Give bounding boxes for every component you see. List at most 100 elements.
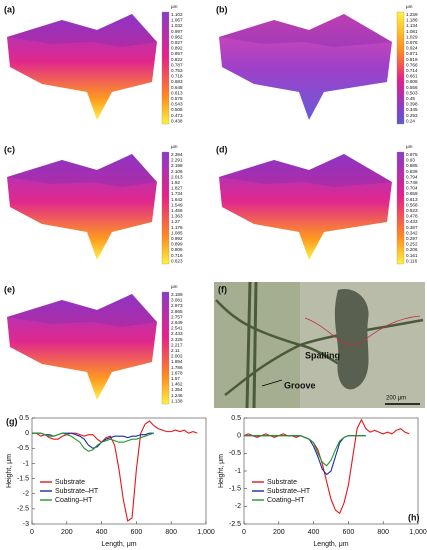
y-tick-label: -2 [23, 491, 29, 498]
annotation: Spalling [305, 350, 340, 360]
colorbar-unit: µm [171, 284, 178, 289]
colorbar-label: 0.806 [171, 247, 183, 252]
colorbar-label: 2.541 [171, 326, 183, 331]
colorbar-unit: µm [171, 4, 178, 9]
colorbar [161, 151, 170, 265]
colorbar-label: 0.871 [406, 51, 418, 56]
colorbar-label: 2.013 [171, 174, 183, 179]
surface [219, 14, 392, 120]
colorbar-label: 0.556 [406, 85, 418, 90]
surface-shade [7, 14, 157, 47]
colorbar-label: 1.029 [406, 34, 418, 39]
colorbar-label: 2.325 [171, 337, 183, 342]
colorbar-label: 1.134 [406, 23, 418, 28]
colorbar-label: 0.608 [406, 79, 418, 84]
colorbar-unit: µm [171, 144, 178, 149]
colorbar-label: 0.857 [171, 51, 183, 56]
colorbar-label: 2.973 [171, 303, 183, 308]
y-tick-label: -0.5 [17, 445, 29, 452]
colorbar-label: 0.899 [171, 242, 183, 247]
colorbar-label: 2.384 [171, 152, 183, 157]
x-tick-label: 0 [30, 529, 34, 536]
colorbar-label: 0.297 [406, 236, 418, 241]
colorbar-label: 0.819 [406, 57, 418, 62]
legend-label: Substrate–HT [267, 488, 311, 495]
legend-label: Substrate [267, 479, 297, 486]
y-tick-label: -0.5 [229, 450, 241, 457]
colorbar-label: 0.975 [406, 152, 418, 157]
x-tick-label: 0 [242, 529, 246, 536]
y-axis-label: Height, μm [218, 454, 225, 488]
colorbar-label: 0.613 [406, 197, 418, 202]
colorbar-label: 1.138 [171, 398, 183, 403]
colorbar-label: 0.714 [406, 68, 418, 73]
y-tick-label: 0.5 [19, 415, 29, 422]
colorbar-label: 0.568 [406, 202, 418, 207]
x-tick-label: 800 [377, 529, 389, 536]
colorbar-label: 0.161 [406, 253, 418, 258]
panel-label: (c) [4, 144, 15, 154]
colorbar-label: 0.962 [171, 34, 183, 39]
colorbar-label: 1.354 [171, 387, 183, 392]
colorbar-label: 0.345 [406, 107, 418, 112]
colorbar-label: 2.198 [171, 163, 183, 168]
colorbar-label: 0.613 [171, 90, 183, 95]
colorbar-label: 0.342 [406, 230, 418, 235]
surface [7, 14, 157, 120]
series-line [244, 435, 366, 476]
colorbar-label: 1.081 [406, 29, 418, 34]
colorbar-label: 0.116 [406, 258, 418, 263]
colorbar-label: 0.543 [171, 102, 183, 107]
colorbar-label: 1.642 [171, 197, 183, 202]
legend-label: Substrate [55, 479, 85, 486]
colorbar-label: 1.549 [171, 202, 183, 207]
y-tick-label: -1 [235, 468, 241, 475]
colorbar-label: 0.661 [406, 74, 418, 79]
colorbar-label: 1.186 [406, 18, 418, 23]
y-tick-label: 0.5 [231, 415, 241, 422]
colorbar-label: 0.503 [406, 90, 418, 95]
x-axis-label: Length, μm [313, 541, 348, 548]
y-tick-label: -3 [23, 521, 29, 528]
colorbar-label: 0.398 [406, 102, 418, 107]
y-tick-label: -1.5 [229, 486, 241, 493]
colorbar-label: 1.786 [171, 365, 183, 370]
legend-label: Substrate–HT [55, 488, 99, 495]
x-tick-label: 1,000 [409, 529, 427, 536]
colorbar-label: 1.178 [171, 225, 183, 230]
colorbar-label: 1.363 [171, 214, 183, 219]
colorbar-label: 0.24 [406, 118, 415, 123]
surface [219, 154, 392, 260]
colorbar-unit: µm [406, 4, 413, 9]
colorbar-label: 0.766 [406, 62, 418, 67]
colorbar-label: 0.293 [406, 113, 418, 118]
y-tick-label: -2.5 [229, 521, 241, 528]
y-tick-label: -2 [235, 503, 241, 510]
colorbar-label: 0.478 [406, 214, 418, 219]
colorbar-label: 3.189 [171, 292, 183, 297]
colorbar-label: 2.002 [171, 354, 183, 359]
colorbar-label: 0.753 [171, 68, 183, 73]
colorbar-label: 0.473 [171, 113, 183, 118]
colorbar [161, 11, 170, 125]
colorbar-label: 1.067 [171, 18, 183, 23]
panel-label: (f) [218, 284, 227, 294]
colorbar-label: 2.865 [171, 309, 183, 314]
colorbar-label: 0.716 [171, 253, 183, 258]
colorbar-label: 1.032 [171, 23, 183, 28]
colorbar-label: 1.92 [171, 180, 180, 185]
colorbar-label: 2.106 [171, 169, 183, 174]
colorbar-label: 3.081 [171, 298, 183, 303]
y-tick-label: -2.5 [17, 506, 29, 513]
colorbar-label: 0.794 [406, 174, 418, 179]
colorbar-unit: µm [406, 144, 413, 149]
colorbar-label: 0.252 [406, 242, 418, 247]
colorbar-label: 0.976 [406, 40, 418, 45]
legend-label: Coating–HT [267, 497, 305, 504]
colorbar [396, 151, 405, 265]
colorbar-label: 1.678 [171, 370, 183, 375]
x-tick-label: 200 [61, 529, 73, 536]
x-tick-label: 400 [96, 529, 108, 536]
legend-label: Coating–HT [55, 497, 93, 504]
colorbar-label: 0.787 [171, 62, 183, 67]
